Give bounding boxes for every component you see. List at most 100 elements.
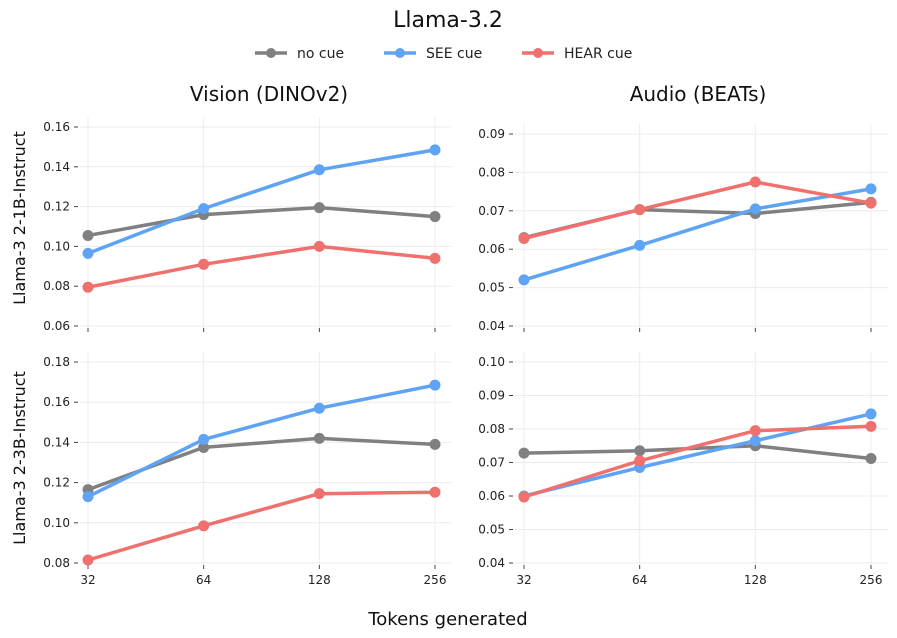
series-line-no-cue: [522, 200, 873, 240]
series-line-see-cue: [522, 412, 873, 498]
series-line-hear-cue: [86, 244, 437, 289]
data-point-see-cue: [865, 408, 877, 420]
y-tick-label: 0.16: [43, 120, 70, 134]
y-tick-label: 0.07: [478, 456, 505, 470]
x-tick-label: 64: [632, 573, 647, 587]
series-line-no-cue: [522, 444, 873, 461]
legend-marker-no-cue: [266, 48, 276, 58]
data-point-hear-cue: [82, 554, 94, 566]
data-point-see-cue: [198, 203, 210, 215]
row-title-1b: Llama-3 2-1B-Instruct: [10, 131, 29, 305]
legend-item-see-cue[interactable]: SEE cue: [384, 46, 482, 62]
y-tick-label: 0.08: [43, 279, 70, 293]
y-tick-label: 0.08: [478, 422, 505, 436]
x-tick-label: 256: [860, 573, 883, 587]
data-point-see-cue: [749, 435, 761, 447]
legend-item-hear-cue[interactable]: HEAR cue: [522, 46, 632, 62]
y-tick-label: 0.06: [478, 489, 505, 503]
y-tick-label: 0.14: [43, 160, 70, 174]
y-tick-label: 0.05: [478, 523, 505, 537]
data-point-hear-cue: [865, 420, 877, 432]
data-point-hear-cue: [518, 491, 530, 503]
x-tick-label: 256: [424, 573, 447, 587]
y-tick-label: 0.06: [43, 319, 70, 333]
y-tick-label: 0.08: [478, 165, 505, 179]
data-point-hear-cue: [634, 455, 646, 467]
y-tick-label: 0.06: [478, 242, 505, 256]
legend-item-no-cue[interactable]: no cue: [255, 46, 344, 62]
chart-title: Llama-3.2: [393, 8, 503, 33]
y-tick-label: 0.10: [43, 239, 70, 253]
data-point-hear-cue: [198, 520, 210, 532]
x-tick-label: 128: [308, 573, 331, 587]
panels: 0.06 0.08 0.10 0.12 0.14 0.16 0.04 0.05 0.06 0.07…: [43, 117, 888, 587]
series-line-no-cue: [86, 436, 437, 492]
series-line-see-cue: [86, 148, 437, 256]
y-tick-label: 0.14: [43, 435, 70, 449]
data-point-hear-cue: [518, 232, 530, 244]
x-tick-label: 64: [196, 573, 211, 587]
data-point-no-cue: [429, 211, 441, 223]
series-line-see-cue: [522, 187, 873, 282]
data-point-see-cue: [749, 203, 761, 215]
data-point-no-cue: [865, 452, 877, 464]
y-tick-label: 0.08: [43, 556, 70, 570]
data-point-no-cue: [634, 445, 646, 457]
data-point-see-cue: [313, 164, 325, 176]
data-point-hear-cue: [198, 258, 210, 270]
y-tick-label: 0.04: [478, 319, 505, 333]
data-point-hear-cue: [313, 488, 325, 500]
column-title-audio: Audio (BEATs): [630, 82, 767, 106]
series-line-hear-cue: [522, 180, 873, 241]
x-tick-label: 32: [516, 573, 531, 587]
row-title-3b: Llama-3 2-3B-Instruct: [10, 371, 29, 545]
data-point-see-cue: [82, 491, 94, 503]
x-tick-label: 32: [80, 573, 95, 587]
y-tick-label: 0.05: [478, 281, 505, 295]
data-point-see-cue: [634, 239, 646, 251]
y-tick-label: 0.16: [43, 395, 70, 409]
data-point-see-cue: [429, 144, 441, 156]
legend-label-hear-cue: HEAR cue: [564, 46, 632, 62]
data-point-no-cue: [82, 229, 94, 241]
legend-marker-hear-cue: [533, 48, 543, 58]
data-point-hear-cue: [82, 281, 94, 293]
x-tick-label: 128: [744, 573, 767, 587]
y-tick-label: 0.12: [43, 476, 70, 490]
data-point-see-cue: [82, 247, 94, 259]
y-tick-label: 0.10: [43, 516, 70, 530]
series-line-hear-cue: [86, 490, 437, 562]
data-point-hear-cue: [429, 252, 441, 264]
legend-label-no-cue: no cue: [297, 46, 344, 62]
panel-4: 0.04 0.05 0.06 0.07 0.08 0.09 0.10 32 64 128 256: [478, 352, 888, 587]
data-point-no-cue: [313, 432, 325, 444]
series-line-no-cue: [86, 205, 437, 238]
y-tick-label: 0.04: [478, 556, 505, 570]
data-point-hear-cue: [749, 425, 761, 437]
data-point-no-cue: [518, 447, 530, 459]
data-point-hear-cue: [749, 176, 761, 188]
data-point-no-cue: [198, 441, 210, 453]
series-line-see-cue: [86, 383, 437, 499]
data-point-see-cue: [865, 183, 877, 195]
x-axis-label: Tokens generated: [367, 609, 527, 630]
data-point-hear-cue: [429, 486, 441, 498]
data-point-no-cue: [429, 438, 441, 450]
data-point-see-cue: [518, 274, 530, 286]
panel-3: 0.08 0.10 0.12 0.14 0.16 0.18 32 64 128 256: [43, 352, 452, 587]
data-point-no-cue: [313, 202, 325, 214]
data-point-see-cue: [198, 433, 210, 445]
panel-1: 0.06 0.08 0.10 0.12 0.14 0.16: [43, 117, 452, 333]
legend: no cue SEE cue HEAR cue: [255, 46, 632, 62]
y-tick-label: 0.09: [478, 127, 505, 141]
data-point-hear-cue: [865, 197, 877, 209]
column-title-vision: Vision (DINOv2): [190, 82, 348, 106]
legend-label-see-cue: SEE cue: [426, 46, 482, 62]
y-tick-label: 0.07: [478, 204, 505, 218]
panel-2: 0.04 0.05 0.06 0.07 0.08 0.09: [478, 124, 888, 333]
data-point-see-cue: [313, 402, 325, 414]
legend-marker-see-cue: [395, 48, 405, 58]
y-tick-label: 0.09: [478, 389, 505, 403]
y-tick-label: 0.18: [43, 355, 70, 369]
